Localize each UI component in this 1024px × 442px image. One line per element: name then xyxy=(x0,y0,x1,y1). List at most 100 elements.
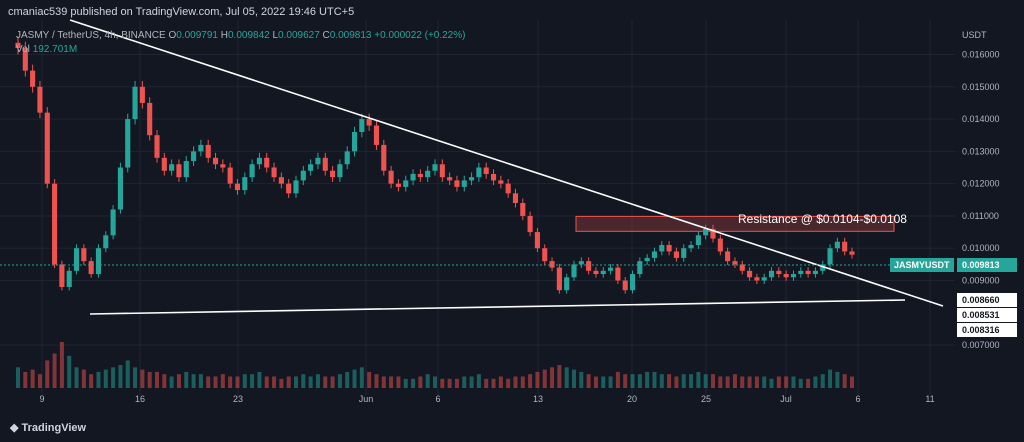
candle-body xyxy=(66,270,72,287)
volume-bar xyxy=(169,376,174,388)
ytick-label: 0.010000 xyxy=(962,243,1000,253)
ytick-label: 0.012000 xyxy=(962,179,1000,189)
ohlc-o-label: O xyxy=(168,30,177,41)
volume-bar xyxy=(689,374,694,388)
ytick-label: 0.013000 xyxy=(962,146,1000,156)
price-label-value: 0.009813 xyxy=(962,260,1000,270)
volume-bar xyxy=(418,376,423,388)
volume-bar xyxy=(220,374,225,388)
volume-bar xyxy=(476,374,481,388)
candle-body xyxy=(666,244,672,252)
candle-body xyxy=(505,183,511,194)
candle-body xyxy=(293,180,299,194)
volume-bar xyxy=(732,374,737,388)
volume-bar xyxy=(454,378,459,388)
candle-body xyxy=(315,157,321,165)
candle-body xyxy=(110,209,116,236)
candle-body xyxy=(52,183,58,265)
candle-body xyxy=(469,177,475,181)
xtick-label: 9 xyxy=(39,394,44,404)
volume-bar xyxy=(528,374,533,388)
trendlines xyxy=(0,19,955,315)
candle-body xyxy=(344,151,350,165)
candle-body xyxy=(593,270,599,275)
candle-body xyxy=(520,203,526,216)
candle-body xyxy=(417,173,423,178)
volume-bar xyxy=(667,374,672,388)
volume-bar xyxy=(850,376,854,388)
volume-bar xyxy=(593,376,598,388)
xtick-label: 6 xyxy=(855,394,860,404)
symbol-tag-label: JASMYUSDT xyxy=(894,260,950,270)
ohlc-change: +0.000022 (+0.22%) xyxy=(374,30,466,41)
candle-body xyxy=(73,248,80,271)
candle-body xyxy=(512,193,519,204)
candle-body xyxy=(432,164,438,171)
volume-bar xyxy=(315,374,320,388)
volume-bar xyxy=(155,371,159,388)
candle-body xyxy=(534,232,540,249)
candle-body xyxy=(147,102,153,136)
volume-bar xyxy=(125,360,130,388)
candle-body xyxy=(454,180,460,187)
candle-body xyxy=(637,261,643,275)
candle-body xyxy=(571,264,577,278)
ytick-label: 0.014000 xyxy=(962,114,1000,124)
volume-bar xyxy=(798,378,803,388)
candle-body xyxy=(191,151,197,162)
volume-bar xyxy=(586,374,591,388)
volume-bar xyxy=(228,376,233,388)
volume-bar xyxy=(257,371,262,388)
volume-bar xyxy=(301,374,306,388)
volume-bar xyxy=(637,374,642,388)
ytick-label: 0.015000 xyxy=(962,82,1000,92)
volume-bar xyxy=(484,378,489,388)
volume-bar xyxy=(550,367,555,388)
price-label-box xyxy=(957,308,1017,322)
candle-body xyxy=(622,280,628,291)
volume-bar xyxy=(557,365,562,388)
volume-bar xyxy=(381,376,386,388)
volume-legend[interactable]: Vol 192.701M xyxy=(16,44,77,55)
volume-bar xyxy=(520,376,525,388)
candle-body xyxy=(242,177,248,191)
volume-bar xyxy=(572,369,576,388)
candle-body xyxy=(300,170,306,181)
candle-body xyxy=(234,183,241,191)
candle-body xyxy=(227,167,233,184)
volume-bar xyxy=(330,376,335,388)
symbol-legend[interactable]: JASMY / TetherUS, 4h, BINANCE O0.009791 … xyxy=(16,30,465,41)
xtick-label: 23 xyxy=(233,394,243,404)
candle-body xyxy=(820,264,826,271)
volume-bar xyxy=(389,376,394,388)
volume-bar xyxy=(718,376,723,388)
volume-bar xyxy=(147,371,152,388)
volume-bar xyxy=(711,374,715,388)
candle-body xyxy=(710,228,716,239)
candle-body xyxy=(476,167,482,178)
ohlc-c: 0.009813 xyxy=(329,30,372,41)
volume-bar xyxy=(235,376,240,388)
candle-body xyxy=(578,261,584,265)
volume-bar xyxy=(440,378,445,388)
candle-body xyxy=(330,170,336,178)
volume-bar xyxy=(433,376,437,388)
candle-body xyxy=(586,261,592,271)
volume-bar xyxy=(133,367,138,388)
candle-body xyxy=(849,251,855,255)
candle-body xyxy=(30,70,36,87)
resistance-rect xyxy=(575,215,895,232)
volume-bar xyxy=(791,376,796,388)
volume-bar xyxy=(615,371,620,388)
candle-body xyxy=(798,270,804,275)
candle-body xyxy=(447,177,453,181)
tradingview-logo[interactable]: ◆ TradingView xyxy=(10,421,86,434)
volume-bar xyxy=(820,374,825,388)
candle-body xyxy=(549,261,555,268)
volume-bar xyxy=(23,371,28,388)
publisher-info: cmaniac539 published on TradingView.com,… xyxy=(8,6,355,18)
xtick-label: 20 xyxy=(627,394,637,404)
volume-bar xyxy=(59,342,64,388)
candle-body xyxy=(249,164,255,178)
